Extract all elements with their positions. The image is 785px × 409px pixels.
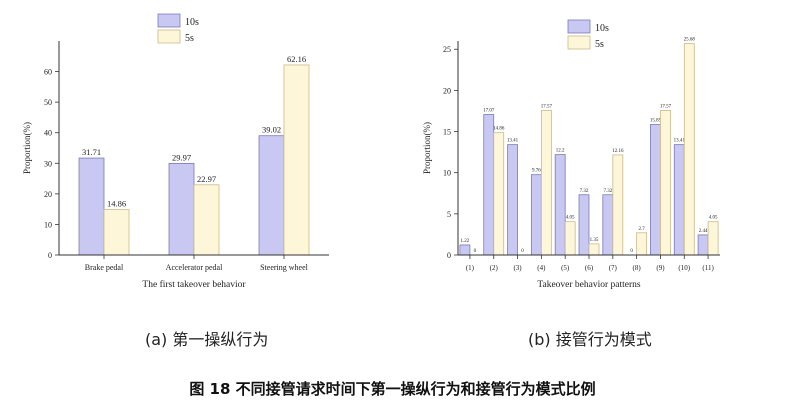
y-tick-label-25: 25 [443,45,451,54]
data-label-10s-1: 31.71 [82,147,101,157]
data-label-10s-8: 0 [630,249,633,254]
y-tick-label-10: 10 [44,220,52,229]
data-label-5s-2: 22.97 [197,174,216,184]
data-label-5s-9: 17.57 [660,104,672,109]
data-label-5s-1: 14.86 [107,199,126,209]
data-label-5s-8: 2.7 [639,227,646,232]
chart-first-takeover-behavior: 31.71 14.86 Brake pedal 29.97 22.97 Accelerat… [22,13,329,290]
data-label-5s-1: 0 [474,249,477,254]
x-tick-label-1: Brake pedal [85,263,124,272]
bar-10s-9 [650,124,661,256]
data-label-10s-4: 9.76 [532,169,541,174]
legend-label-5s: 5s [595,39,604,50]
bar-10s-2 [483,114,495,256]
data-label-5s-6: 1.35 [590,238,599,243]
data-label-10s-1: 1.22 [461,239,470,244]
legend-swatch-5s [157,29,181,44]
bar-10s-1 [459,244,471,256]
legend-swatch-5s [567,35,591,50]
x-axis-label: The first takeover behavior [142,279,246,290]
caption-chart-b: (b) 接管行为模式 [528,330,652,349]
data-label-5s-3: 62.16 [287,54,306,64]
data-label-5s-7: 12.16 [612,149,624,154]
data-label-10s-9: 15.85 [650,119,662,124]
data-label-5s-5: 4.05 [566,216,575,221]
caption-chart-a: (a) 第一操纵行为 [145,330,269,349]
y-tick-label-40: 40 [44,129,52,138]
bar-5s-1 [103,209,130,256]
y-tick-label-0: 0 [48,251,52,260]
bar-10s-3 [507,144,518,256]
y-tick-label-50: 50 [44,98,52,107]
x-tick-label-1: (1) [466,264,475,272]
x-tick-label-3: (3) [513,264,522,272]
data-label-10s-10: 13.41 [674,139,686,144]
legend-label-5s: 5s [185,33,194,44]
y-tick-label-20: 20 [44,190,52,199]
bar-10s-3 [258,135,285,256]
bar-10s-11 [697,234,709,256]
x-tick-label-4: (4) [537,264,546,272]
data-label-10s-6: 7.32 [580,189,589,194]
y-axis-label: Proportion(%) [422,122,432,174]
y-tick-label-10: 10 [443,169,451,178]
y-tick-label-30: 30 [44,159,52,168]
bar-10s-1 [78,157,105,256]
bar-5s-2 [493,132,505,256]
bar-10s-10 [673,144,685,256]
bar-5s-11 [707,221,719,256]
y-tick-label-5: 5 [447,210,451,219]
data-label-10s-2: 17.07 [483,109,495,114]
chart-takeover-behavior-patterns: 1.22 0 (1) 17.07 14.86 (2) 13.41 0 (3) 9.76 17.57 (… [422,19,720,290]
x-tick-label-9: (9) [656,264,665,272]
bar-5s-3 [283,64,310,256]
bar-5s-6 [588,243,600,256]
y-tick-label-60: 60 [44,68,52,77]
data-label-5s-3: 0 [521,249,524,254]
bar-10s-4 [530,174,542,256]
x-tick-label-6: (6) [585,264,594,272]
data-label-5s-4: 17.57 [541,104,553,109]
data-label-10s-5: 12.2 [556,149,565,154]
legend-swatch-10s [157,13,181,28]
data-label-10s-3: 13.41 [507,139,519,144]
data-label-10s-3: 39.02 [262,125,281,135]
y-axis-label: Proportion(%) [22,122,32,174]
bar-10s-6 [578,194,590,256]
y-tick-label-15: 15 [443,128,451,137]
bar-5s-10 [683,43,695,256]
x-tick-label-2: (2) [490,264,499,272]
x-tick-label-10: (10) [678,264,690,272]
x-axis-label: Takeover behavior patterns [537,280,641,290]
bar-10s-7 [602,194,614,256]
bar-10s-2 [168,162,195,256]
x-tick-label-8: (8) [633,264,642,272]
legend-swatch-10s [567,19,591,34]
bar-5s-4 [540,109,552,256]
data-label-10s-11: 2.44 [699,229,708,234]
y-tick-label-20: 20 [443,86,451,95]
x-tick-label-5: (5) [561,264,570,272]
x-tick-label-11: (11) [702,264,714,272]
legend-label-10s: 10s [595,23,609,34]
data-label-5s-10: 25.68 [684,38,696,43]
legend-label-10s: 10s [185,17,199,28]
bar-10s-5 [554,154,566,256]
bar-5s-7 [612,154,624,256]
data-label-5s-2: 14.86 [493,127,505,132]
bar-5s-8 [636,232,648,256]
bar-5s-5 [564,221,576,256]
data-label-5s-11: 4.05 [709,216,718,221]
bar-5s-2 [193,184,220,256]
figure-caption: 图 18 不同接管请求时间下第一操纵行为和接管行为模式比例 [189,380,596,398]
y-tick-label-0: 0 [447,251,451,260]
x-tick-label-2: Accelerator pedal [166,263,223,272]
x-tick-label-7: (7) [609,264,618,272]
data-label-10s-7: 7.32 [603,189,612,194]
bar-5s-9 [660,109,671,256]
x-tick-label-3: Steering wheel [260,263,309,272]
data-label-10s-2: 29.97 [172,152,191,162]
